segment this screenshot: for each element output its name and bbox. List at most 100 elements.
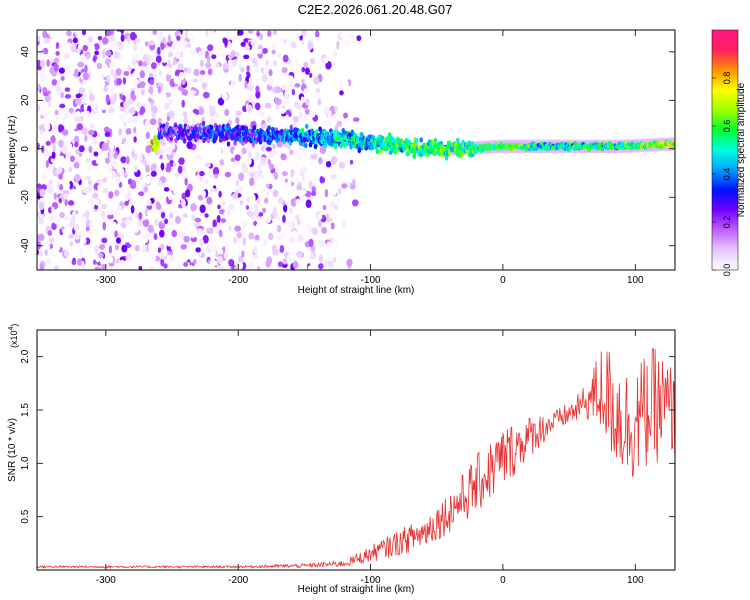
heatmap-cell — [69, 57, 75, 63]
heatmap-cell — [276, 234, 283, 241]
heatmap-cell — [224, 171, 232, 178]
heatmap-cell — [246, 64, 250, 73]
heatmap-cell — [281, 66, 288, 74]
heatmap-cell — [212, 219, 217, 228]
heatmap-cell — [295, 58, 299, 66]
colorbar-label: Normalized spectral amplitude — [736, 82, 747, 217]
heatmap-cell — [40, 59, 46, 69]
heatmap-cell — [235, 124, 240, 131]
heatmap-cell — [214, 173, 219, 179]
heatmap-cell — [77, 61, 85, 68]
heatmap-cell — [74, 174, 81, 182]
snr-x-axis-label: Height of straight line (km) — [298, 584, 415, 595]
heatmap-cell — [53, 57, 60, 64]
heatmap-cell — [274, 180, 278, 189]
heatmap-cell — [80, 237, 87, 245]
heatmap-cell — [139, 175, 143, 181]
heatmap-cell — [149, 118, 157, 126]
heatmap-cell — [279, 191, 287, 198]
heatmap-cell — [224, 233, 229, 242]
heatmap-cell — [115, 68, 122, 76]
heatmap-cell — [236, 231, 243, 239]
heatmap-cell — [164, 102, 170, 111]
heatmap-cell — [131, 145, 136, 153]
heatmap-cell — [108, 107, 115, 114]
heatmap-cell — [189, 89, 196, 96]
snr-x-ticks: -300 -200 -100 0 100 — [96, 330, 644, 586]
heatmap-cell — [150, 62, 157, 70]
heatmap-cell — [44, 249, 48, 256]
heatmap-cell — [321, 247, 326, 255]
heatmap-cell — [173, 100, 179, 109]
heatmap-cell — [157, 180, 163, 187]
heatmap-cell — [169, 217, 176, 227]
heatmap-cell — [37, 83, 41, 91]
heatmap-cell — [184, 67, 188, 73]
heatmap-cell — [260, 156, 267, 166]
heatmap-cell — [160, 42, 165, 51]
heatmap-cell — [70, 188, 77, 197]
heatmap-cell — [226, 220, 231, 228]
heatmap-cell — [127, 190, 131, 199]
heatmap-cell — [444, 155, 449, 161]
heatmap-cell — [121, 244, 128, 253]
heatmap-cell — [296, 167, 301, 177]
heatmap-cell — [347, 72, 352, 82]
spectrogram-x-tick-label: -200 — [228, 275, 248, 286]
heatmap-cell — [143, 158, 147, 167]
heatmap-cell — [129, 197, 134, 205]
heatmap-cell — [100, 171, 105, 180]
heatmap-cell — [313, 76, 320, 85]
heatmap-cell — [257, 163, 262, 171]
heatmap-cell — [112, 93, 118, 102]
heatmap-cell — [63, 215, 70, 221]
heatmap-cell — [204, 162, 211, 168]
heatmap-cell — [259, 188, 266, 195]
heatmap-cell — [108, 142, 115, 150]
heatmap-cell — [51, 79, 58, 86]
heatmap-cell — [118, 128, 122, 136]
heatmap-cell — [271, 49, 276, 55]
heatmap-cell — [76, 48, 81, 54]
heatmap-cell — [135, 37, 141, 43]
heatmap-cell — [264, 197, 269, 204]
heatmap-cell — [67, 200, 75, 206]
heatmap-cell — [214, 111, 219, 119]
heatmap-cell — [227, 40, 232, 50]
heatmap-cell — [78, 145, 85, 153]
spectrogram-x-axis-label: Height of straight line (km) — [298, 285, 415, 296]
heatmap-cell — [268, 69, 273, 77]
heatmap-cell — [174, 50, 181, 59]
heatmap-cell — [202, 175, 207, 185]
heatmap-cell — [325, 213, 330, 218]
heatmap-cell — [335, 198, 341, 205]
heatmap-cell — [291, 230, 298, 239]
heatmap-cell — [80, 115, 85, 122]
heatmap-cell — [311, 190, 316, 197]
heatmap-cell — [132, 228, 139, 233]
heatmap-cell — [96, 129, 104, 136]
heatmap-cell — [48, 45, 56, 52]
heatmap-cell — [146, 60, 150, 66]
heatmap-cell — [220, 241, 226, 246]
heatmap-cell — [334, 204, 338, 210]
heatmap-cell — [221, 92, 228, 101]
heatmap-cell — [144, 83, 150, 91]
heatmap-cell — [332, 187, 337, 196]
spectrogram-y-axis-label: Frequency (Hz) — [7, 116, 18, 185]
colorbar-tick-label: 0.2 — [722, 216, 732, 229]
heatmap-cell — [124, 237, 131, 243]
heatmap-cell — [309, 252, 314, 260]
heatmap-cell — [255, 85, 260, 93]
heatmap-cell — [263, 222, 269, 228]
heatmap-cell — [217, 248, 224, 255]
heatmap-cell — [228, 203, 235, 210]
heatmap-cell — [294, 83, 301, 88]
heatmap-cell — [183, 235, 190, 243]
heatmap-cell — [174, 216, 181, 224]
spectrogram-x-tick-label: -300 — [96, 275, 116, 286]
heatmap-cell — [419, 137, 424, 143]
heatmap-cell — [268, 202, 272, 208]
heatmap-cell — [248, 151, 252, 159]
snr-plot-area — [37, 330, 675, 570]
